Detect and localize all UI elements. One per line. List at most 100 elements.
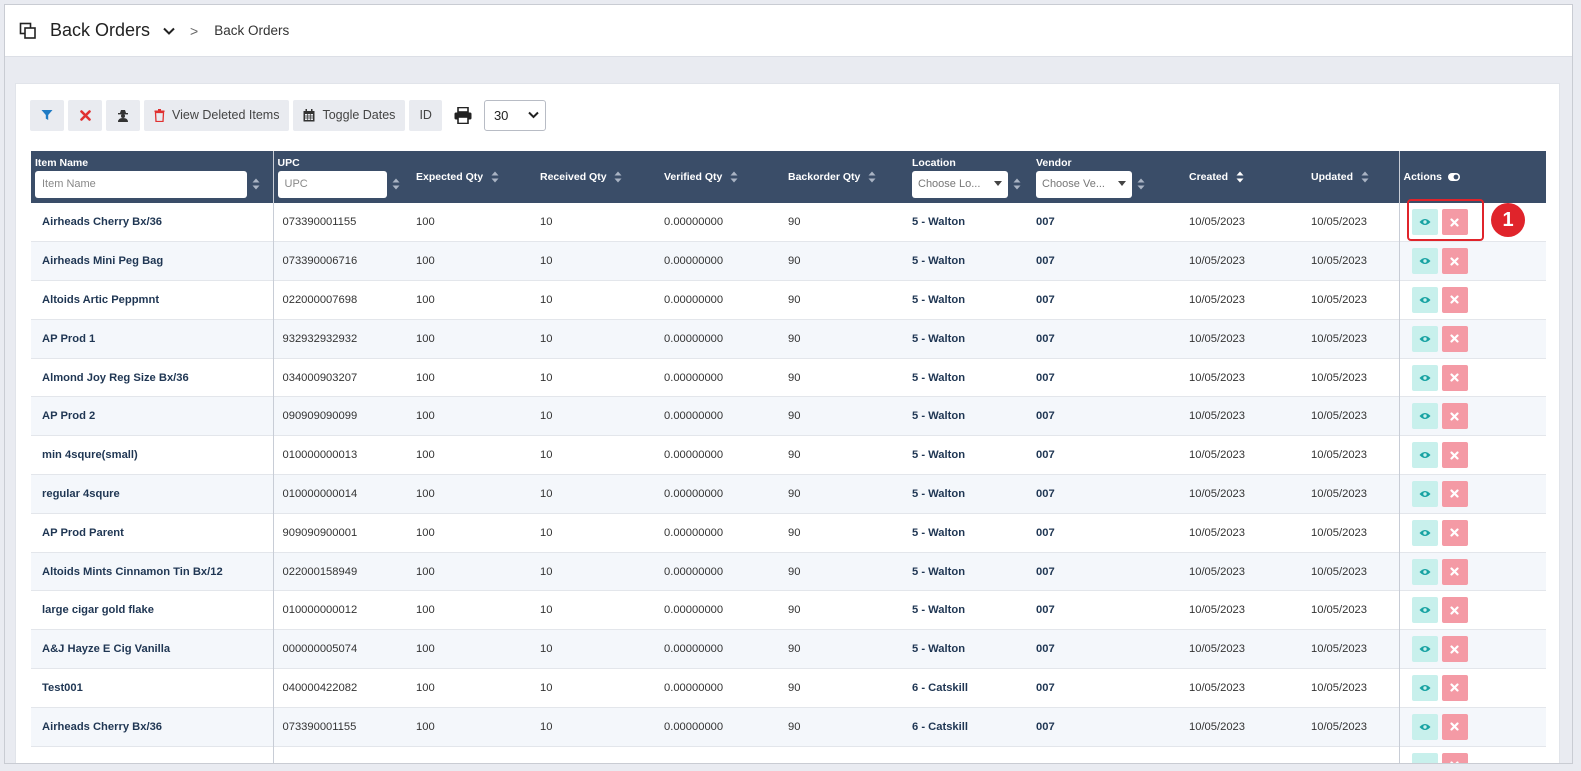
cell-expected-qty: 100	[416, 565, 435, 578]
table-row[interactable]: Altoids Mints Cinnamon Tin Bx/12 02200015…	[31, 552, 1546, 591]
view-button[interactable]	[1411, 636, 1438, 663]
view-button[interactable]	[1411, 325, 1438, 352]
sort-icon[interactable]	[252, 178, 260, 190]
table-row[interactable]: AP Prod 1 932932932932 100 10 0.00000000 90 5 …	[31, 319, 1546, 359]
table-row[interactable]: Almond Joy Reg Size Bx/36 034000903207 100…	[31, 358, 1546, 397]
table-row[interactable]: Test001 040000422082 100 10 0.00000000 90 6 - …	[31, 668, 1546, 708]
cell-backorder-qty: 90	[788, 293, 801, 306]
cell-item-name: Airheads Cherry Bx/36	[31, 203, 274, 242]
view-button[interactable]	[1411, 597, 1438, 624]
delete-button[interactable]	[1441, 674, 1468, 701]
table-row[interactable]: Airheads Cherry Bx/36 073390001155 100 10 0.…	[31, 203, 1546, 242]
table-row[interactable]: Altoids Artic Peppmnt 022000007698 100 10 0.…	[31, 280, 1546, 320]
view-button[interactable]	[1411, 519, 1438, 546]
page-size-select[interactable]: 30	[483, 99, 546, 131]
cell-updated: 10/05/2023	[1307, 629, 1400, 669]
delete-button[interactable]	[1441, 403, 1468, 430]
view-button[interactable]	[1411, 403, 1438, 430]
column-updated[interactable]: Updated	[1307, 151, 1400, 203]
view-button[interactable]	[1411, 286, 1438, 313]
delete-button[interactable]	[1441, 209, 1468, 236]
cell-vendor: 007	[1036, 449, 1055, 462]
view-button[interactable]	[1411, 209, 1438, 236]
eye-icon	[1419, 374, 1430, 381]
view-button[interactable]	[1411, 752, 1438, 763]
table-row[interactable]: Airheads Cherry Bx/36 073390001155 100 10 0.…	[31, 707, 1546, 747]
sort-icon[interactable]	[1236, 171, 1244, 183]
delete-button[interactable]	[1441, 636, 1468, 663]
item-name-filter-input[interactable]: Item Name	[35, 170, 247, 198]
page-title: Back Orders	[50, 20, 151, 40]
view-button[interactable]	[1411, 713, 1438, 740]
delete-button[interactable]	[1441, 519, 1468, 546]
vendor-filter-placeholder: Choose Ve...	[1042, 178, 1105, 190]
cell-backorder-qty: 90	[788, 604, 801, 617]
clear-filters-button[interactable]	[68, 99, 102, 131]
view-button[interactable]	[1411, 558, 1438, 585]
cell-actions	[1399, 591, 1546, 630]
delete-button[interactable]	[1441, 752, 1468, 763]
upc-filter-input[interactable]: UPC	[277, 170, 387, 198]
table-row[interactable]: A&J Hayze E Cig Vanilla 000000005074 100 10…	[31, 629, 1546, 669]
sort-icon[interactable]	[1013, 178, 1021, 190]
delete-button[interactable]	[1441, 713, 1468, 740]
cell-verified-qty: 0.00000000	[664, 681, 724, 694]
table-row[interactable]: large cigar gold flake 010000000012 100 10 0…	[31, 590, 1546, 630]
sort-icon[interactable]	[1137, 178, 1145, 190]
delete-button[interactable]	[1441, 286, 1468, 313]
column-item-name[interactable]: Item Name Item Name	[31, 151, 274, 203]
column-upc[interactable]: UPC UPC	[273, 151, 412, 203]
delete-button[interactable]	[1441, 480, 1468, 507]
delete-button[interactable]	[1441, 597, 1468, 624]
cell-actions	[1399, 552, 1546, 591]
cell-verified-qty: 0.00000000	[664, 216, 724, 229]
view-deleted-items-button[interactable]: View Deleted Items	[144, 99, 290, 131]
view-button[interactable]	[1411, 480, 1438, 507]
table-row[interactable]: regular 4squre 010000000014 100 10 0.0000000…	[31, 474, 1546, 514]
chevron-down-icon[interactable]	[162, 24, 176, 38]
id-button[interactable]: ID	[409, 99, 442, 131]
column-location[interactable]: Location Choose Lo...	[908, 151, 1032, 203]
toggle-icon[interactable]	[1447, 173, 1460, 182]
user-secret-button[interactable]	[106, 99, 140, 131]
eye-icon	[1419, 568, 1430, 575]
sort-icon[interactable]	[868, 171, 876, 183]
column-vendor[interactable]: Vendor Choose Ve...	[1032, 151, 1185, 203]
cell-created: 10/05/2023	[1189, 371, 1245, 384]
sort-icon[interactable]	[1361, 171, 1369, 183]
cell-expected-qty: 100	[416, 293, 435, 306]
delete-button[interactable]	[1441, 364, 1468, 391]
delete-button[interactable]	[1441, 248, 1468, 275]
delete-button[interactable]	[1441, 558, 1468, 585]
table-row[interactable]: AP Prod 2 090909090099 100 10 0.00000000 90 5 …	[31, 396, 1546, 436]
view-button[interactable]	[1411, 248, 1438, 275]
location-filter-select[interactable]: Choose Lo...	[912, 170, 1008, 198]
view-button[interactable]	[1411, 674, 1438, 701]
cell-updated: 10/05/2023	[1307, 707, 1400, 747]
sort-icon[interactable]	[491, 171, 499, 183]
column-backorder-qty[interactable]: Backorder Qty	[784, 151, 908, 203]
delete-button[interactable]	[1441, 442, 1468, 469]
sort-icon[interactable]	[614, 171, 622, 183]
view-button[interactable]	[1411, 442, 1438, 469]
breadcrumb[interactable]: Back Orders	[214, 23, 290, 38]
delete-button[interactable]	[1441, 325, 1468, 352]
sort-icon[interactable]	[730, 171, 738, 183]
toggle-dates-button[interactable]: Toggle Dates	[293, 99, 406, 131]
cell-created: 10/05/2023	[1189, 487, 1245, 500]
table-row[interactable]: AP Prod Parent 909090900001 100 10 0.0000000…	[31, 513, 1546, 553]
column-expected-qty[interactable]: Expected Qty	[412, 151, 536, 203]
column-created[interactable]: Created	[1185, 151, 1307, 203]
table-row[interactable]	[31, 746, 1546, 763]
column-received-qty[interactable]: Received Qty	[536, 151, 660, 203]
table-row[interactable]: min 4squre(small) 010000000013 100 10 0.0000…	[31, 435, 1546, 475]
table-row[interactable]: Airheads Mini Peg Bag 073390006716 100 10 0.…	[31, 241, 1546, 281]
sort-icon[interactable]	[392, 178, 400, 190]
view-button[interactable]	[1411, 364, 1438, 391]
cell-location: 5 - Walton	[912, 371, 966, 384]
print-button[interactable]	[454, 105, 474, 125]
filter-button[interactable]	[30, 99, 64, 131]
cell-created: 10/05/2023	[1189, 216, 1245, 229]
column-verified-qty[interactable]: Verified Qty	[660, 151, 784, 203]
vendor-filter-select[interactable]: Choose Ve...	[1036, 170, 1132, 198]
